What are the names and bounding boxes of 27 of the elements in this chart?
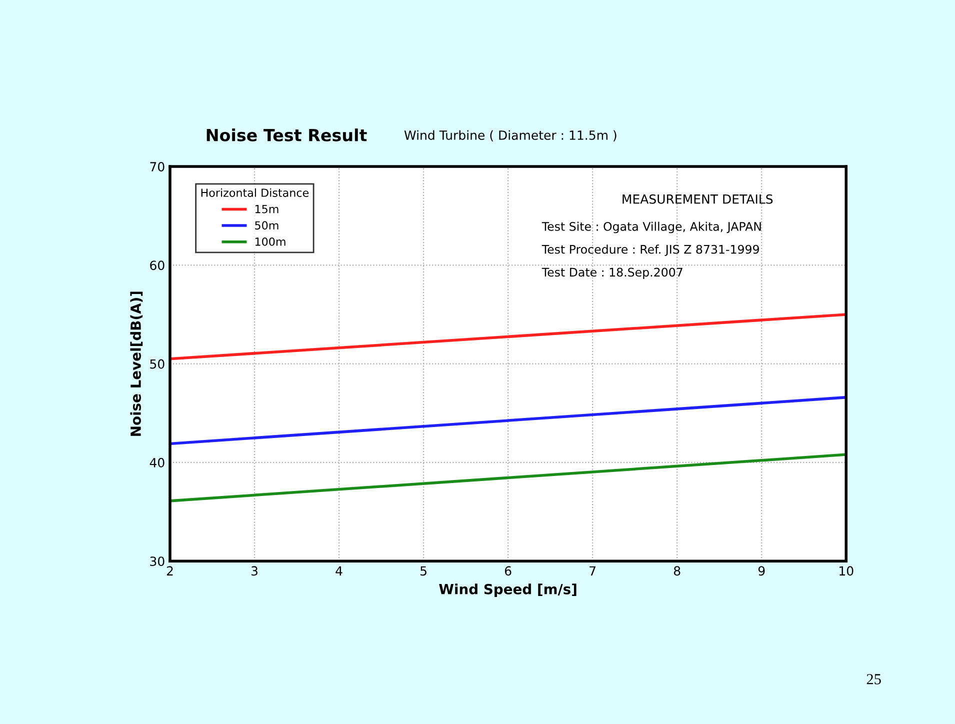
y-tick-label: 60: [150, 260, 164, 270]
x-tick-label: 4: [336, 566, 342, 576]
chart-subtitle: Wind Turbine ( Diameter : 11.5m ): [404, 130, 616, 142]
legend-label: 15m: [255, 205, 278, 214]
x-tick-label: 2: [166, 566, 173, 576]
x-tick-label: 3: [251, 566, 258, 576]
text: 25: [866, 674, 881, 684]
legend-label: 50m: [255, 221, 278, 230]
annotation: Test Site : Ogata Village, Akita, JAPAN: [542, 222, 761, 234]
x-tick-label: 8: [674, 566, 680, 576]
y-tick-label: 40: [150, 458, 164, 468]
x-tick-label: 10: [840, 566, 854, 576]
x-tick-label: 9: [758, 566, 765, 576]
x-tick-label: 6: [504, 566, 512, 576]
y-tick-label: 50: [150, 359, 164, 369]
y-tick-label: 30: [150, 556, 164, 566]
x-tick-label: 7: [590, 566, 596, 576]
y-tick-label: 70: [150, 162, 164, 172]
annotation: Test Date : 18.Sep.2007: [542, 268, 682, 279]
annotation: MEASUREMENT DETAILS: [622, 194, 773, 204]
y-axis-title: Noise Level[dB(A)]: [130, 292, 143, 436]
legend-label: 100m: [255, 237, 286, 246]
legend-title: Horizontal Distance: [201, 188, 309, 197]
annotation: Test Procedure : Ref. JIS Z 8731-1999: [542, 244, 759, 256]
x-axis-title: Wind Speed [m/s]: [439, 584, 576, 598]
chart-title: Noise Test Result: [206, 128, 367, 142]
x-tick-label: 5: [420, 566, 426, 576]
